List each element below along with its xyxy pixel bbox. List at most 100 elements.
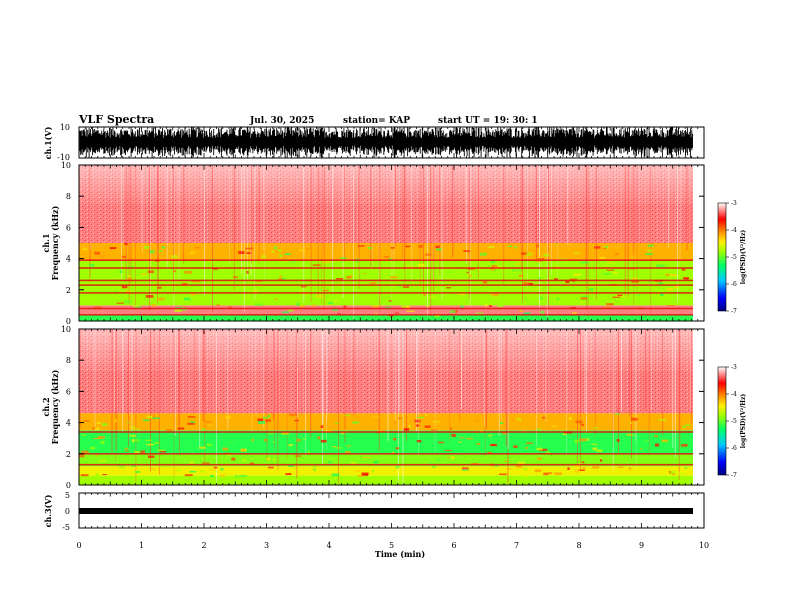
spectrogram-texture (497, 305, 504, 308)
spectrogram-fade (79, 350, 693, 358)
spectrogram-texture (613, 271, 618, 274)
spectrogram-texture (228, 441, 237, 444)
spectrogram-texture (489, 268, 495, 271)
spectrogram-texture (98, 460, 107, 462)
spectrogram-streak (194, 329, 196, 412)
spectrogram-texture (647, 244, 654, 247)
spectrogram-streak (679, 329, 681, 449)
spectrogram-texture (225, 416, 231, 419)
spectrogram-texture (371, 305, 380, 308)
spectrogram-texture (534, 469, 542, 473)
spectrogram-texture (682, 277, 689, 279)
spectrogram-texture (645, 425, 648, 427)
spectrogram-texture (220, 467, 224, 471)
spectrogram-streak (477, 165, 479, 279)
spectrogram-texture (100, 441, 105, 444)
spectrogram-texture (312, 304, 315, 307)
spectrogram-streak (135, 165, 136, 310)
spectrogram-texture (661, 439, 669, 443)
spectrogram-texture (474, 419, 480, 423)
spectrogram-texture (524, 475, 529, 478)
spectrogram-streak (484, 329, 486, 456)
spectrogram-texture (632, 277, 638, 281)
spectrogram-texture (450, 456, 455, 460)
spectrogram-texture (487, 451, 492, 454)
spectrogram-texture (391, 451, 395, 454)
spectrogram-texture (134, 439, 140, 442)
spectrogram-texture (191, 293, 196, 296)
spectrogram-texture (536, 447, 543, 451)
spectrogram-texture (395, 465, 400, 469)
spectrogram-texture (426, 305, 429, 308)
spectrogram-texture (602, 288, 608, 291)
spectrogram-texture (625, 469, 633, 472)
spectrogram-streak (416, 329, 417, 432)
spectrogram-texture (644, 440, 649, 442)
spectrogram-texture (320, 425, 324, 429)
colorbar-label: log(PSD)(V²/Hz) (740, 230, 747, 285)
spectrogram-streak (130, 165, 132, 284)
time-axis-label: Time (min) (375, 549, 425, 559)
spectrogram-texture (572, 312, 577, 315)
spectrogram-texture (603, 273, 611, 275)
spectrogram-streak (449, 329, 451, 443)
spectrogram-texture (372, 416, 380, 418)
spectrogram-streak (125, 165, 127, 282)
spectrogram-streak (255, 329, 257, 418)
spectrogram-streak (522, 165, 523, 302)
spectrogram-texture (201, 462, 210, 464)
spectrogram-streak (505, 329, 507, 447)
spectrogram-texture (344, 430, 348, 433)
spectrogram-texture (614, 253, 619, 256)
spectrogram-streak (338, 329, 339, 484)
ch2-ylabel-frequency: Frequency (kHz) (50, 369, 60, 444)
spectrogram-texture (504, 460, 509, 462)
spectrogram-texture (81, 434, 86, 437)
spectrogram-streak (586, 329, 587, 434)
spectrogram-band-0 (79, 475, 693, 485)
spectrogram-texture (462, 469, 469, 471)
spectrogram-texture (573, 252, 580, 254)
spectrogram-streak (229, 165, 230, 263)
spectrogram-streak (204, 329, 206, 464)
spectrogram-empty-region (693, 329, 704, 485)
spectrogram-streak (372, 165, 373, 271)
spectrogram-texture (282, 311, 289, 314)
spectrogram-streak (202, 329, 204, 422)
spectrogram-texture (592, 447, 597, 451)
spectrogram-texture (562, 433, 567, 435)
spectrogram-streak (153, 329, 155, 420)
spectrogram-texture (251, 438, 254, 442)
spectrogram-texture (398, 417, 402, 420)
spectrogram-fade (79, 329, 693, 337)
spectrogram-texture (630, 256, 637, 259)
spectrogram-streak (397, 329, 399, 483)
spectrogram-streak (378, 329, 380, 451)
ch1-ytick-bottom: -10 (57, 153, 70, 162)
spectrogram-streak (595, 165, 597, 301)
spectrogram-texture (331, 473, 340, 477)
spectrogram-texture (393, 421, 396, 424)
spectrogram-streak (178, 165, 180, 281)
spectrogram-streak (501, 329, 502, 425)
spectrogram-texture (124, 450, 130, 452)
spectrogram-texture (521, 252, 529, 255)
spectrogram-streak (507, 329, 509, 484)
spectrogram-texture (660, 293, 664, 296)
spectrogram-speckle (79, 329, 693, 414)
colorbar-tick-label: -3 (731, 200, 737, 207)
spectrogram-texture (588, 288, 594, 291)
spectrogram-texture (177, 427, 185, 430)
spectrogram-texture (302, 438, 306, 440)
spectrogram-texture (263, 438, 268, 442)
ch1-ylabel: ch.1(V) (43, 126, 53, 159)
spectrogram-texture (336, 278, 343, 280)
spectrogram-texture (479, 314, 482, 318)
ch1-ylabel-channel: ch.1 (41, 233, 51, 252)
spectrogram-texture (548, 472, 553, 474)
spectrogram-texture (526, 442, 533, 444)
spectrogram-streak (527, 165, 528, 288)
spectrogram-texture (299, 305, 305, 308)
spectrogram-texture (184, 297, 191, 301)
